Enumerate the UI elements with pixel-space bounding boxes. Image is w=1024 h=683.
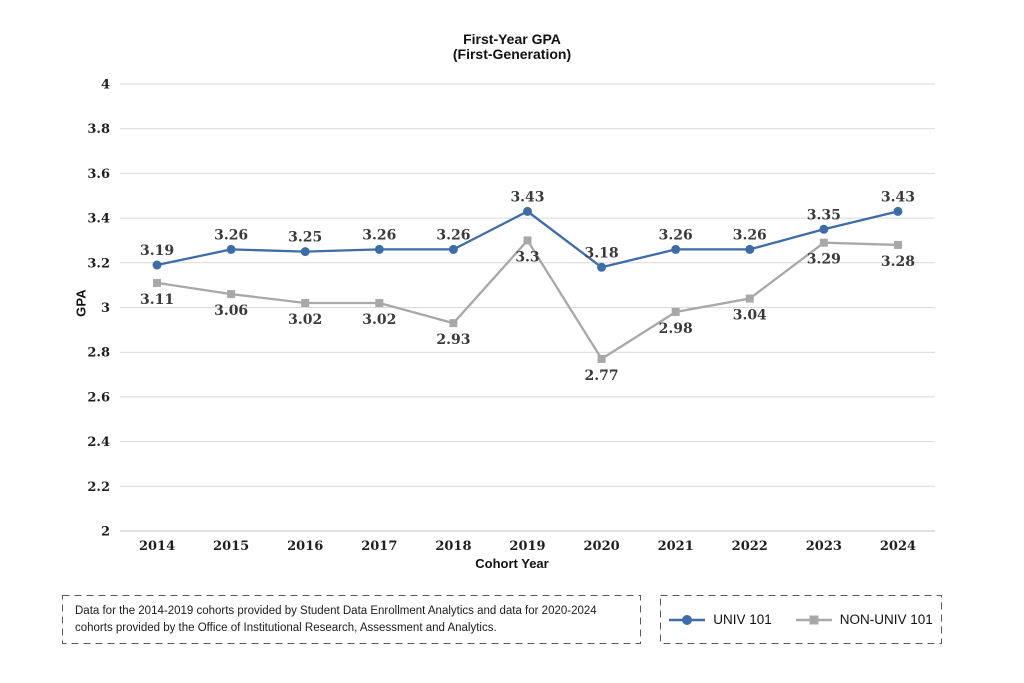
y-tick-label: 3.8 — [87, 122, 110, 137]
data-point-univ-101 — [597, 262, 607, 272]
x-tick-label: 2023 — [806, 539, 842, 554]
chart-title: First-Year GPA (First-Generation) — [0, 32, 1024, 62]
y-tick-label: 3.2 — [87, 256, 110, 271]
data-label-univ-101: 3.43 — [510, 189, 544, 205]
data-label-univ-101: 3.35 — [807, 207, 841, 223]
y-tick-label: 2 — [101, 525, 110, 540]
data-label-univ-101: 3.25 — [288, 230, 322, 246]
data-point-non-univ-101 — [375, 299, 384, 308]
footnote-box: Data for the 2014-2019 cohorts provided … — [62, 595, 641, 644]
legend-item-non-univ-101: NON-UNIV 101 — [795, 612, 933, 627]
x-tick-label: 2020 — [583, 539, 619, 554]
x-tick-label: 2015 — [213, 539, 249, 554]
y-tick-label: 3.6 — [87, 167, 110, 182]
data-point-non-univ-101 — [449, 319, 458, 328]
y-axis-title: GPA — [73, 289, 89, 317]
data-label-non-univ-101: 3.06 — [214, 303, 248, 319]
data-point-non-univ-101 — [227, 290, 236, 299]
x-tick-label: 2024 — [880, 539, 916, 554]
y-tick-label: 2.2 — [87, 480, 110, 495]
data-point-univ-101 — [448, 244, 458, 254]
legend-box-border — [660, 595, 942, 644]
data-label-non-univ-101: 3.04 — [733, 308, 767, 324]
y-tick-label: 3.4 — [87, 212, 110, 227]
x-tick-label: 2019 — [509, 539, 545, 554]
data-label-non-univ-101: 2.77 — [585, 368, 619, 384]
y-tick-label: 3 — [101, 301, 110, 316]
y-tick-label: 2.8 — [87, 346, 110, 361]
x-tick-label: 2016 — [287, 539, 323, 554]
data-point-univ-101 — [523, 206, 532, 216]
data-point-non-univ-101 — [893, 240, 902, 249]
data-point-univ-101 — [152, 260, 162, 270]
data-point-univ-101 — [671, 244, 681, 254]
x-axis-title: Cohort Year — [475, 556, 549, 571]
x-tick-label: 2017 — [361, 539, 397, 554]
data-label-univ-101: 3.26 — [733, 227, 767, 243]
x-tick-label: 2021 — [658, 539, 694, 554]
data-point-univ-101 — [226, 244, 236, 254]
legend-item-univ-101: UNIV 101 — [669, 612, 772, 627]
data-point-univ-101 — [893, 206, 903, 216]
data-label-univ-101: 3.26 — [362, 227, 396, 243]
data-point-non-univ-101 — [745, 294, 754, 303]
data-label-non-univ-101: 3.11 — [140, 292, 174, 308]
data-label-univ-101: 3.26 — [214, 227, 248, 243]
chart-title-line1: First-Year GPA — [463, 31, 561, 47]
legend: UNIV 101 NON-UNIV 101 — [660, 595, 942, 644]
data-point-non-univ-101 — [671, 307, 680, 316]
legend-label: NON-UNIV 101 — [839, 612, 933, 627]
data-label-non-univ-101: 2.98 — [659, 321, 693, 337]
data-label-non-univ-101: 3.29 — [807, 252, 841, 268]
line-circle-marker-icon — [669, 614, 706, 625]
data-label-non-univ-101: 3.3 — [515, 249, 539, 265]
y-tick-label: 2.4 — [87, 435, 110, 450]
line-square-marker-icon — [795, 615, 832, 624]
data-label-non-univ-101: 3.02 — [288, 312, 322, 328]
data-point-non-univ-101 — [523, 236, 532, 245]
data-label-non-univ-101: 2.93 — [436, 332, 470, 348]
legend-label: UNIV 101 — [713, 612, 772, 627]
data-label-non-univ-101: 3.28 — [881, 254, 915, 270]
data-label-non-univ-101: 3.02 — [362, 312, 396, 328]
data-label-univ-101: 3.19 — [140, 243, 174, 259]
data-point-univ-101 — [745, 244, 755, 254]
data-point-univ-101 — [374, 244, 384, 254]
data-label-univ-101: 3.43 — [881, 189, 915, 205]
data-point-univ-101 — [819, 224, 829, 234]
footnote-text: Data for the 2014-2019 cohorts provided … — [75, 605, 597, 634]
data-label-univ-101: 3.26 — [436, 227, 470, 243]
data-point-non-univ-101 — [301, 299, 310, 308]
data-label-univ-101: 3.26 — [659, 227, 693, 243]
data-point-non-univ-101 — [819, 238, 828, 247]
x-tick-label: 2022 — [732, 539, 768, 554]
x-tick-label: 2018 — [435, 539, 471, 554]
data-point-univ-101 — [300, 247, 310, 257]
y-tick-label: 2.6 — [87, 390, 110, 405]
chart-title-line2: (First-Generation) — [452, 46, 572, 62]
x-tick-label: 2014 — [139, 539, 175, 554]
data-point-non-univ-101 — [153, 278, 162, 287]
y-tick-label: 4 — [101, 78, 110, 93]
footnote-box-border — [62, 595, 641, 644]
data-label-univ-101: 3.18 — [585, 245, 619, 261]
data-point-non-univ-101 — [597, 354, 606, 363]
